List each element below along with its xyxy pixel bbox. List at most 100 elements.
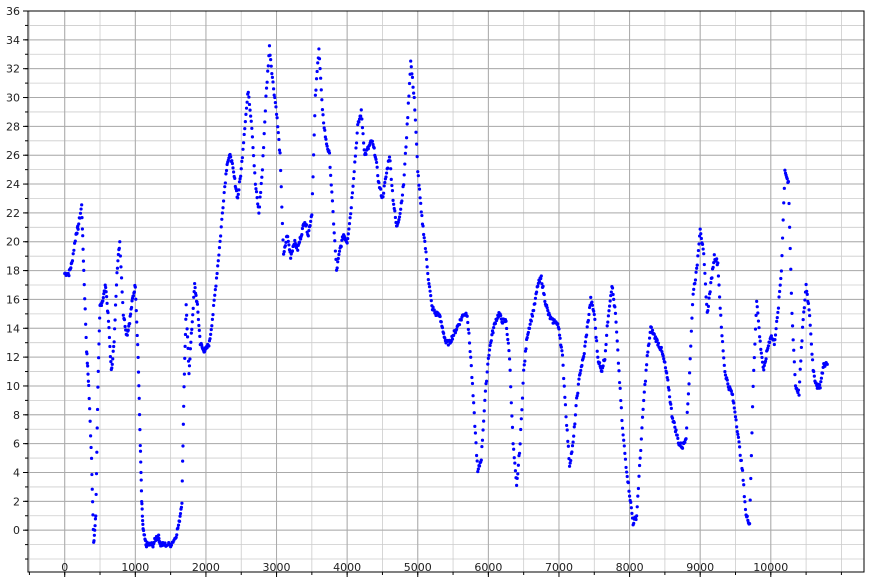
data-point xyxy=(691,292,695,296)
data-point xyxy=(557,333,562,337)
data-point xyxy=(280,205,284,209)
data-point xyxy=(362,148,366,152)
data-point xyxy=(516,463,520,467)
data-point xyxy=(601,364,605,368)
data-point xyxy=(798,367,802,371)
data-point xyxy=(579,368,583,373)
data-point xyxy=(398,211,402,216)
data-point xyxy=(792,360,796,364)
data-point xyxy=(115,266,120,270)
data-point xyxy=(110,366,114,370)
data-point xyxy=(797,393,801,397)
data-point xyxy=(530,314,535,318)
data-point xyxy=(85,352,89,356)
data-point xyxy=(119,265,123,269)
data-point xyxy=(660,349,664,354)
data-point xyxy=(480,444,484,449)
data-point xyxy=(140,507,144,511)
data-point xyxy=(317,57,322,61)
data-point xyxy=(243,127,247,131)
y-tick-label: 8 xyxy=(13,409,20,422)
data-point xyxy=(313,114,317,118)
data-point xyxy=(229,155,233,159)
data-point xyxy=(755,305,759,309)
data-point xyxy=(271,80,275,84)
data-point xyxy=(791,338,795,342)
data-point xyxy=(517,451,522,455)
data-point xyxy=(533,302,537,306)
data-point xyxy=(475,453,479,458)
data-point xyxy=(196,317,200,322)
data-point xyxy=(626,480,631,485)
data-point xyxy=(347,222,352,226)
data-point xyxy=(79,207,83,211)
data-point xyxy=(720,339,725,344)
data-point xyxy=(299,237,303,241)
data-point xyxy=(349,212,353,216)
data-point xyxy=(350,195,354,200)
data-point xyxy=(383,180,387,185)
data-point xyxy=(575,394,579,398)
x-tick-label: 0 xyxy=(61,561,68,574)
data-point xyxy=(733,415,738,419)
data-point xyxy=(796,388,801,392)
data-point xyxy=(261,154,265,158)
data-point xyxy=(259,190,263,195)
data-point xyxy=(107,335,112,340)
data-point xyxy=(244,106,249,110)
data-point xyxy=(314,88,318,92)
data-point xyxy=(106,310,110,315)
data-point xyxy=(640,415,645,419)
data-point xyxy=(92,533,96,537)
data-point xyxy=(539,276,543,281)
data-point xyxy=(780,254,784,258)
data-point xyxy=(716,261,720,265)
data-point xyxy=(772,342,776,347)
data-point xyxy=(105,301,109,305)
data-point xyxy=(350,191,355,195)
data-point xyxy=(637,474,641,478)
data-point xyxy=(273,95,277,100)
data-point xyxy=(735,430,739,434)
data-point xyxy=(776,306,781,310)
data-point xyxy=(612,297,616,301)
data-point xyxy=(300,226,305,231)
data-point xyxy=(812,369,816,374)
data-point xyxy=(140,502,144,506)
data-point xyxy=(187,364,192,368)
data-point xyxy=(96,385,100,389)
data-point xyxy=(726,382,730,386)
data-point xyxy=(583,344,587,348)
data-point xyxy=(439,320,443,324)
data-point xyxy=(709,281,713,285)
data-point xyxy=(637,463,642,468)
data-point xyxy=(415,155,419,159)
data-point xyxy=(125,333,129,337)
data-point xyxy=(135,333,139,338)
data-point xyxy=(137,384,141,388)
data-point xyxy=(753,327,758,331)
data-point xyxy=(676,436,680,440)
data-point xyxy=(428,289,432,293)
data-point xyxy=(500,321,505,325)
data-point xyxy=(426,271,430,276)
data-point xyxy=(312,153,316,157)
data-point xyxy=(808,323,812,327)
data-point xyxy=(360,117,364,121)
data-point xyxy=(347,227,351,231)
data-point xyxy=(659,345,663,350)
data-point xyxy=(615,330,619,334)
data-point xyxy=(788,225,792,229)
y-tick-label: 20 xyxy=(6,236,20,249)
data-point xyxy=(605,333,609,337)
data-point xyxy=(84,322,88,326)
data-point xyxy=(95,426,99,430)
data-point xyxy=(473,431,478,435)
data-point xyxy=(473,424,477,428)
data-point xyxy=(387,155,392,159)
data-point xyxy=(114,294,118,298)
data-point xyxy=(617,380,622,385)
data-point xyxy=(105,295,109,299)
data-point xyxy=(114,283,119,287)
